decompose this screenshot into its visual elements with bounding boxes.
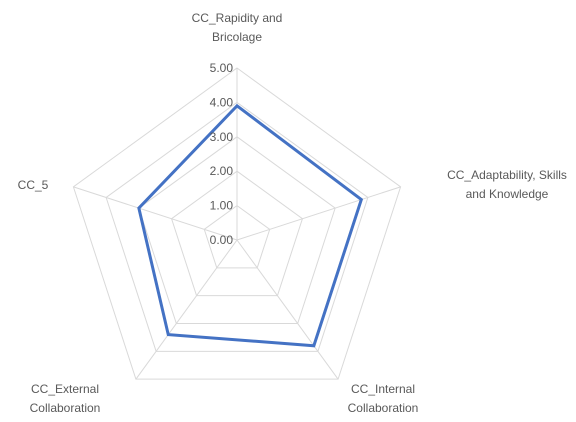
radar-series-layer (137, 103, 364, 348)
tick-label: 3.00 (210, 130, 234, 144)
spoke-2 (236, 239, 339, 380)
radar-tick-labels: 0.00 1.00 2.00 3.00 4.00 5.00 (210, 61, 234, 247)
axis-label: CC_Rapidity and Bricolage (192, 11, 283, 44)
grid-ring-5 (72, 67, 402, 380)
series-line-0 (137, 103, 364, 348)
spoke-3 (135, 239, 238, 380)
tick-label: 0.00 (210, 233, 234, 247)
spoke-4 (73, 186, 238, 241)
radar-axis-labels: CC_Rapidity and Bricolage CC_Adaptability,… (18, 11, 567, 415)
tick-label: 4.00 (210, 95, 234, 109)
grid-ring-3 (138, 136, 336, 324)
grid-ring-4 (105, 101, 369, 352)
grid-ring-1 (203, 204, 271, 269)
radar-grid (72, 67, 402, 380)
axis-label: CC_Internal Collaboration (348, 382, 419, 415)
axis-label: CC_5 (18, 178, 49, 192)
tick-label: 2.00 (210, 164, 234, 178)
tick-label: 1.00 (210, 199, 234, 213)
spoke-1 (236, 186, 401, 241)
axis-label: CC_External Collaboration (30, 382, 101, 415)
grid-ring-2 (170, 170, 304, 297)
axis-label: CC_Adaptability, Skills and Knowledge (447, 168, 567, 201)
tick-label: 5.00 (210, 61, 234, 75)
